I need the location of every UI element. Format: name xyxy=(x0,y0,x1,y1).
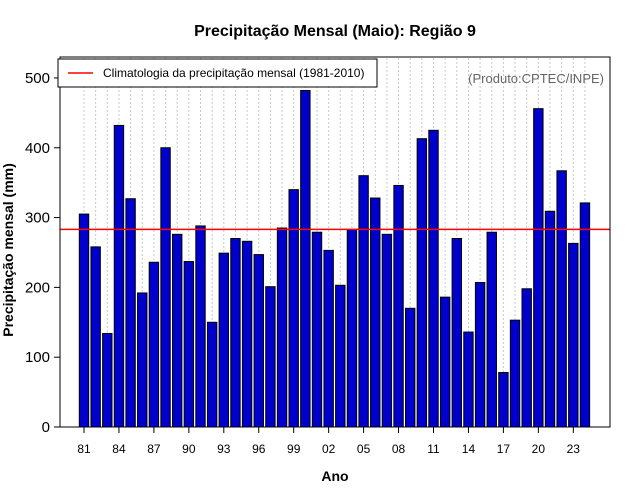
bar-2005 xyxy=(358,175,369,428)
bar-2024 xyxy=(579,202,591,428)
x-tick-label: 23 xyxy=(567,442,581,456)
y-axis-label: Precipitação mensal (mm) xyxy=(0,163,16,337)
bar-1991 xyxy=(195,225,206,428)
bar-2022 xyxy=(556,170,567,428)
bar-2018 xyxy=(509,319,521,428)
bar-2015 xyxy=(474,281,486,428)
bar-2013 xyxy=(451,238,463,428)
y-axis: 0 100 200 300 400 500 xyxy=(25,70,60,436)
x-tick-label: 87 xyxy=(147,442,161,456)
bar-2004 xyxy=(346,228,358,428)
x-axis: 81 84 87 90 93 96 99 02 05 08 11 14 17 20 23 xyxy=(77,427,580,456)
bar-1999 xyxy=(288,189,299,428)
bar-2020 xyxy=(533,108,544,428)
x-tick-label: 17 xyxy=(497,442,511,456)
bar-1990 xyxy=(183,261,195,428)
bar-2000 xyxy=(300,90,311,428)
legend: Climatologia da precipitação mensal (198… xyxy=(57,58,378,88)
bar-2012 xyxy=(439,296,451,428)
bar-1996 xyxy=(253,254,264,428)
bar-1981 xyxy=(78,213,90,428)
bar-1992 xyxy=(206,321,218,428)
bar-2009 xyxy=(405,307,416,428)
x-tick-label: 93 xyxy=(217,442,231,456)
x-tick-label: 84 xyxy=(112,442,126,456)
bars xyxy=(78,90,591,428)
bar-1986 xyxy=(137,292,148,428)
x-tick-label: 05 xyxy=(357,442,371,456)
bar-1997 xyxy=(265,286,276,428)
bar-1987 xyxy=(148,261,160,428)
bar-2023 xyxy=(568,242,579,428)
x-tick-label: 11 xyxy=(427,442,440,456)
bar-2011 xyxy=(428,129,439,428)
legend-label: Climatologia da precipitação mensal (198… xyxy=(103,66,364,80)
bar-2003 xyxy=(335,284,346,428)
y-tick-label: 500 xyxy=(25,70,50,87)
bar-2006 xyxy=(370,197,381,428)
bar-2021 xyxy=(544,210,556,428)
bar-1988 xyxy=(160,147,171,428)
y-tick-label: 400 xyxy=(25,140,50,157)
x-tick-label: 14 xyxy=(462,442,476,456)
x-tick-label: 08 xyxy=(392,442,406,456)
bar-2001 xyxy=(311,231,323,428)
product-credit: (Produto:CPTEC/INPE) xyxy=(468,71,604,86)
bar-2019 xyxy=(521,288,532,428)
x-tick-label: 96 xyxy=(252,442,266,456)
y-tick-label: 200 xyxy=(25,279,50,296)
legend-box xyxy=(57,58,378,88)
x-tick-label: 90 xyxy=(182,442,196,456)
y-tick-label: 300 xyxy=(25,210,50,227)
x-tick-label: 99 xyxy=(287,442,301,456)
bar-1998 xyxy=(276,227,288,428)
bar-1982 xyxy=(90,246,101,428)
bar-2008 xyxy=(393,184,404,428)
x-tick-label: 81 xyxy=(77,442,91,456)
x-tick-label: 02 xyxy=(322,442,336,456)
bar-2007 xyxy=(381,233,393,428)
bar-1993 xyxy=(218,252,230,428)
grid-lines xyxy=(83,58,586,426)
bar-1995 xyxy=(241,240,253,428)
bar-2017 xyxy=(498,372,509,428)
x-axis-label: Ano xyxy=(321,468,348,484)
x-tick-label: 20 xyxy=(532,442,546,456)
plot-frame xyxy=(59,56,611,428)
bar-1984 xyxy=(113,124,125,428)
bar-2014 xyxy=(463,331,474,428)
bar-1985 xyxy=(125,198,136,428)
bar-2010 xyxy=(416,138,428,428)
chart-title: Precipitação Mensal (Maio): Região 9 xyxy=(194,23,476,40)
bar-1994 xyxy=(230,238,241,428)
bar-2002 xyxy=(323,249,334,428)
bar-1989 xyxy=(172,233,183,428)
y-tick-label: 0 xyxy=(42,419,50,436)
bar-1983 xyxy=(102,332,113,428)
bar-2016 xyxy=(486,231,497,428)
y-tick-label: 100 xyxy=(25,349,50,366)
